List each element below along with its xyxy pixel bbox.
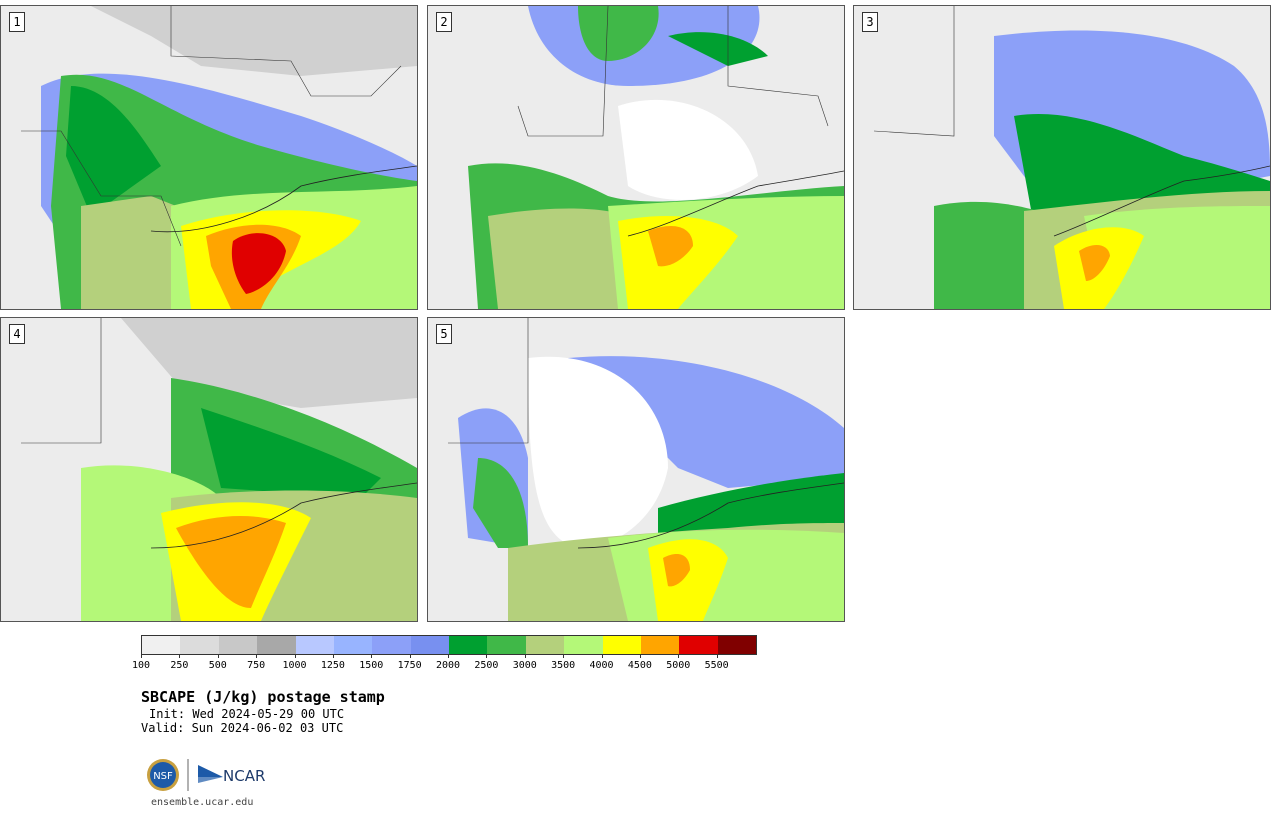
colorbar-tick-label: 4000: [589, 660, 614, 671]
colorbar-swatch: [410, 636, 449, 654]
colorbar-tick-label: 250: [170, 660, 189, 671]
colorbar-swatch: [257, 636, 296, 654]
colorbar-swatch: [640, 636, 680, 654]
colorbar-tick: [486, 654, 488, 658]
panel-number: 5: [436, 324, 452, 344]
colorbar-tick: [563, 654, 565, 658]
cape-map: [1, 318, 417, 621]
panel-number: 4: [9, 324, 25, 344]
panel-number: 1: [9, 12, 25, 32]
colorbar-swatch: [180, 636, 219, 654]
colorbar-tick-label: 5500: [704, 660, 729, 671]
colorbar-tick-label: 3000: [512, 660, 537, 671]
colorbar-tick: [141, 654, 142, 658]
colorbar-swatch: [218, 636, 258, 654]
colorbar-tick-label: 1750: [397, 660, 422, 671]
colorbar-swatch: [525, 636, 565, 654]
cape-map: [1, 6, 417, 309]
map-panel-5: 5: [427, 317, 845, 622]
colorbar-tick: [332, 654, 334, 658]
ncar-logo-text: NCAR: [223, 767, 265, 785]
colorbar-swatch: [487, 636, 526, 654]
colorbar-tick: [179, 654, 181, 658]
colorbar-tick: [217, 654, 219, 658]
colorbar-swatch: [679, 636, 718, 654]
colorbar-tick-label: 500: [208, 660, 227, 671]
colorbar-tick: [448, 654, 449, 658]
colorbar-tick-label: 2000: [435, 660, 461, 671]
colorbar-swatch: [449, 636, 488, 654]
colorbar-tick: [716, 654, 718, 658]
cape-map: [854, 6, 1270, 309]
valid-time: Valid: Sun 2024-06-02 03 UTC: [141, 721, 344, 735]
colorbar-swatch: [333, 636, 373, 654]
colorbar-tick-label: 3500: [551, 660, 576, 671]
colorbar: [141, 635, 757, 655]
cape-map: [428, 318, 844, 621]
colorbar-swatch: [142, 636, 181, 654]
colorbar-swatch: [602, 636, 641, 654]
footer-url: ensemble.ucar.edu: [151, 797, 254, 808]
colorbar-tick: [601, 654, 603, 658]
colorbar-tick-label: 1250: [320, 660, 345, 671]
chart-title: SBCAPE (J/kg) postage stamp: [141, 688, 385, 706]
colorbar-tick-label: 100: [131, 660, 151, 671]
colorbar-tick-label: 1500: [359, 660, 384, 671]
map-panel-4: 4: [0, 317, 418, 622]
colorbar-tick-label: 750: [247, 660, 266, 671]
nsf-logo-text: NSF: [153, 771, 173, 782]
colorbar-tick: [524, 654, 526, 658]
colorbar-tick-label: 5000: [666, 660, 691, 671]
colorbar-swatch: [564, 636, 603, 654]
colorbar-tick: [409, 654, 411, 658]
colorbar-tick: [639, 654, 641, 658]
colorbar-swatch: [372, 636, 411, 654]
colorbar-ticks: 100 250 500 750 1000 1250 1500 1750 2000 2500 3000…: [132, 654, 755, 678]
colorbar-tick: [256, 654, 258, 658]
panel-number: 3: [862, 12, 878, 32]
map-panel-3: 3: [853, 5, 1271, 310]
colorbar-tick-label: 1000: [282, 660, 307, 671]
colorbar-tick-label: 2500: [474, 660, 499, 671]
map-panel-2: 2: [427, 5, 845, 310]
panel-number: 2: [436, 12, 452, 32]
nsf-ncar-logo: NSF NCAR: [145, 757, 275, 793]
cape-map: [428, 6, 844, 309]
colorbar-tick-label: 4500: [627, 660, 652, 671]
colorbar-swatch: [717, 636, 756, 654]
map-panel-1: 1: [0, 5, 418, 310]
colorbar-swatch: [295, 636, 334, 654]
colorbar-tick: [294, 654, 296, 658]
colorbar-tick: [678, 654, 680, 658]
init-time: Init: Wed 2024-05-29 00 UTC: [149, 707, 345, 721]
colorbar-tick: [371, 654, 373, 658]
